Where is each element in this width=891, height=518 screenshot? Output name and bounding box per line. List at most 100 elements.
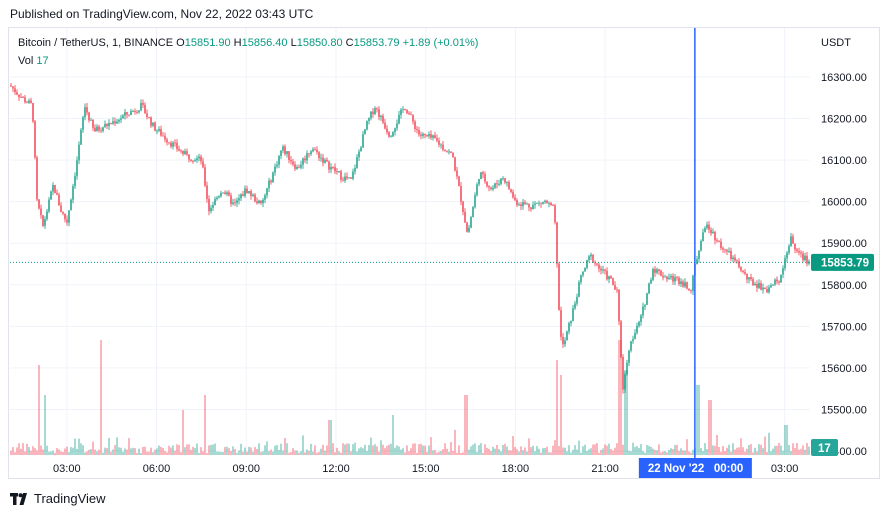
volume-bar bbox=[252, 451, 254, 455]
volume-bar bbox=[518, 451, 520, 455]
candle-body bbox=[722, 248, 724, 250]
candle-body bbox=[718, 241, 720, 243]
volume-bar bbox=[608, 443, 610, 455]
volume-bar bbox=[184, 447, 186, 455]
volume-bar bbox=[492, 446, 494, 455]
volume-bar bbox=[308, 450, 310, 455]
volume-bar bbox=[770, 451, 772, 455]
volume-bar bbox=[488, 448, 490, 455]
candle-body bbox=[366, 120, 368, 130]
candle-body bbox=[72, 186, 74, 200]
volume-bar bbox=[434, 449, 436, 455]
volume-bar bbox=[656, 450, 658, 455]
candle-body bbox=[634, 332, 636, 340]
candle-body bbox=[470, 217, 472, 228]
x-tick-label: 18:00 bbox=[502, 463, 530, 475]
volume-bar bbox=[758, 444, 760, 455]
candle-body bbox=[542, 202, 544, 204]
volume-bar bbox=[86, 451, 88, 455]
candle-body bbox=[550, 202, 552, 206]
candle-body bbox=[744, 271, 746, 274]
candle-body bbox=[750, 277, 752, 280]
candle-body bbox=[708, 224, 710, 230]
candle-body bbox=[396, 123, 398, 129]
candle-body bbox=[518, 204, 520, 206]
volume-bar bbox=[674, 445, 676, 455]
volume-bar bbox=[48, 451, 50, 455]
volume-bar bbox=[170, 447, 172, 455]
volume-bar bbox=[98, 449, 100, 455]
candle-body bbox=[698, 250, 700, 260]
candle-body bbox=[740, 267, 742, 271]
candle-body bbox=[214, 199, 216, 206]
tradingview-logo[interactable]: TradingView bbox=[10, 491, 106, 506]
candle-body bbox=[794, 243, 796, 250]
candle-body bbox=[178, 148, 180, 151]
candle-body bbox=[804, 255, 806, 261]
candle-body bbox=[242, 194, 244, 196]
candle-body bbox=[630, 341, 632, 351]
volume-bar bbox=[240, 443, 242, 455]
candle-body bbox=[772, 284, 774, 286]
candle-body bbox=[398, 114, 400, 124]
volume-bar bbox=[536, 446, 538, 455]
candle-body bbox=[460, 186, 462, 202]
volume-bar bbox=[618, 340, 620, 455]
volume-bar bbox=[20, 448, 22, 455]
last-price-label: 15853.79 bbox=[821, 257, 869, 269]
candle-body bbox=[482, 172, 484, 175]
candle-body bbox=[582, 271, 584, 276]
volume-bar bbox=[294, 450, 296, 455]
volume-bar bbox=[16, 447, 18, 455]
close-label: C bbox=[345, 37, 354, 49]
volume-bar bbox=[772, 448, 774, 455]
candle-body bbox=[154, 122, 156, 131]
time-axis[interactable]: 03:00 06:00 09:00 12:00 15:00 18:00 21:00 03:00 bbox=[53, 463, 798, 475]
candle-body bbox=[464, 211, 466, 223]
candle-body bbox=[192, 160, 194, 162]
candle-body bbox=[268, 180, 270, 189]
volume-bar bbox=[54, 452, 56, 455]
candle-body bbox=[36, 157, 38, 200]
candle-body bbox=[728, 250, 730, 252]
volume-bar bbox=[462, 452, 464, 455]
volume-bar bbox=[286, 443, 288, 455]
volume-bar bbox=[250, 447, 252, 455]
volume-bar bbox=[26, 443, 28, 455]
candle-body bbox=[790, 236, 792, 247]
candle-body bbox=[456, 170, 458, 177]
candle-body bbox=[362, 134, 364, 148]
candle-body bbox=[532, 204, 534, 210]
symbol-name: Bitcoin / TetherUS, 1, BINANCE bbox=[18, 37, 174, 49]
volume-bar bbox=[138, 448, 140, 455]
candle-body bbox=[116, 121, 118, 124]
volume-bar bbox=[532, 445, 534, 455]
volume-bar bbox=[100, 340, 102, 455]
candle-body bbox=[514, 197, 516, 201]
candle-body bbox=[706, 224, 708, 229]
volume-bar bbox=[352, 444, 354, 455]
volume-bar bbox=[154, 449, 156, 455]
x-tick-label: 06:00 bbox=[143, 463, 171, 475]
price-axis[interactable]: USDT 16300.00 16200.00 16100.00 16000.00 159… bbox=[821, 37, 867, 458]
candle-body bbox=[800, 252, 802, 254]
volume-bar bbox=[540, 452, 542, 455]
candle-body bbox=[232, 202, 234, 205]
candle-body bbox=[478, 178, 480, 185]
candle-body bbox=[50, 191, 52, 200]
volume-bar bbox=[28, 446, 30, 455]
candle-body bbox=[616, 289, 618, 291]
volume-bar bbox=[120, 447, 122, 455]
candle-body bbox=[330, 167, 332, 170]
candle-body bbox=[524, 202, 526, 205]
volume-bar bbox=[60, 451, 62, 455]
candle-body bbox=[710, 229, 712, 234]
volume-bar bbox=[418, 444, 420, 455]
volume-bar bbox=[542, 448, 544, 455]
volume-bar bbox=[768, 432, 770, 455]
candle-body bbox=[782, 268, 784, 275]
volume-bar bbox=[298, 452, 300, 455]
candle-body bbox=[692, 275, 694, 292]
candle-body bbox=[90, 119, 92, 121]
